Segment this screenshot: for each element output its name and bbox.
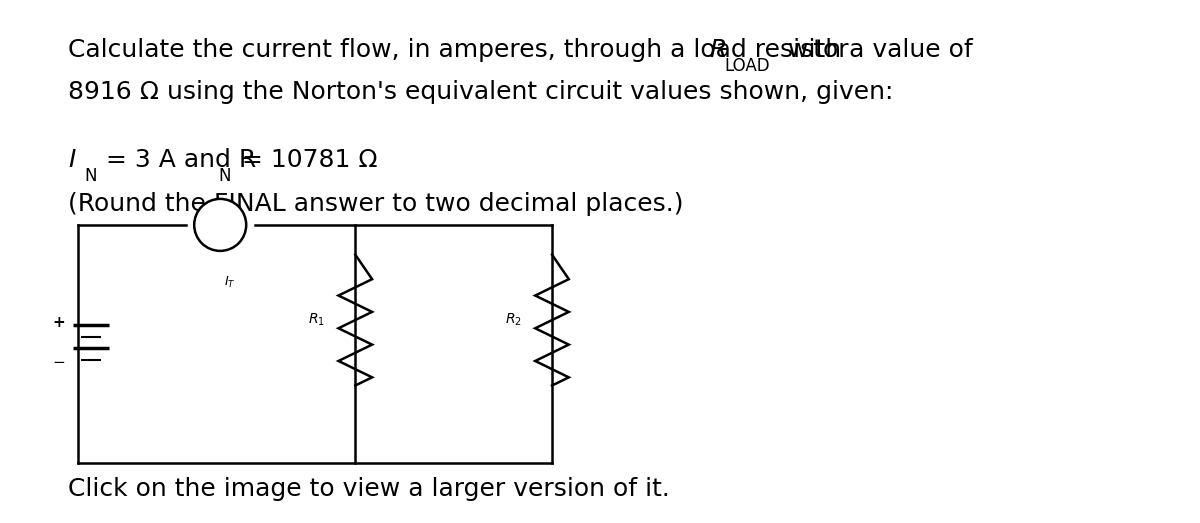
Text: $R_2$: $R_2$ [505,312,522,328]
Text: LOAD: LOAD [724,58,769,75]
Text: Calculate the current flow, in amperes, through a load resistor: Calculate the current flow, in amperes, … [68,38,857,62]
Text: N: N [84,167,96,185]
Text: = 10781 Ω: = 10781 Ω [234,147,378,172]
Text: +: + [53,315,65,331]
Text: $I_T$: $I_T$ [224,275,235,290]
Text: $R_1$: $R_1$ [308,312,325,328]
Ellipse shape [194,199,246,251]
Text: R: R [709,38,727,62]
Text: with a value of: with a value of [787,38,972,62]
Text: I: I [68,147,76,172]
Text: Click on the image to view a larger version of it.: Click on the image to view a larger vers… [68,477,671,501]
Text: = 3 A and R: = 3 A and R [98,147,257,172]
Text: N: N [218,167,232,185]
Text: −: − [53,355,65,370]
Text: 8916 Ω using the Norton's equivalent circuit values shown, given:: 8916 Ω using the Norton's equivalent cir… [68,79,894,104]
Text: (Round the FINAL answer to two decimal places.): (Round the FINAL answer to two decimal p… [68,192,684,216]
